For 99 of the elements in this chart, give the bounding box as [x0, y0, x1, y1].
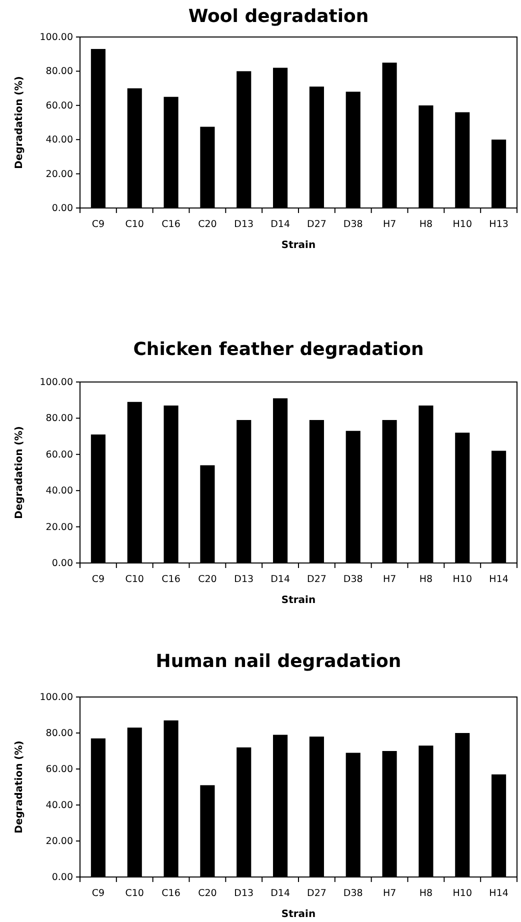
- x-tick-label: H14: [489, 574, 508, 585]
- x-tick-label: C20: [198, 888, 217, 899]
- x-tick-label: D13: [234, 219, 254, 230]
- bar: [273, 68, 288, 208]
- x-tick-label: H8: [419, 888, 433, 899]
- x-tick-label: C20: [198, 574, 217, 585]
- x-axis-title: Strain: [281, 595, 316, 606]
- bar: [455, 432, 470, 563]
- x-tick-label: H10: [452, 574, 472, 585]
- y-tick-label: 40.00: [46, 134, 73, 146]
- y-tick-label: 80.00: [46, 728, 73, 740]
- chart-title: Human nail degradation: [156, 651, 402, 672]
- bar: [418, 105, 434, 208]
- x-tick-label: H7: [382, 219, 396, 230]
- x-tick-label: H10: [452, 219, 472, 230]
- y-axis-title: Degradation (%): [14, 740, 25, 834]
- x-tick-label: D14: [270, 888, 290, 899]
- x-tick-label: C16: [162, 219, 180, 230]
- x-tick-label: D38: [343, 574, 363, 585]
- bar: [273, 398, 288, 563]
- x-tick-label: D13: [234, 888, 254, 899]
- y-tick-label: 0.00: [52, 558, 73, 570]
- x-tick-label: C10: [125, 574, 144, 585]
- y-tick-label: 60.00: [46, 449, 73, 460]
- bar: [200, 465, 215, 563]
- x-tick-label: H7: [382, 574, 396, 585]
- x-tick-label: D27: [307, 219, 326, 230]
- chart-title: Wool degradation: [188, 6, 369, 27]
- bar: [273, 734, 288, 877]
- bar: [309, 86, 324, 208]
- bar: [164, 720, 178, 877]
- bar: [127, 402, 142, 563]
- bar: [164, 96, 178, 208]
- x-tick-label: H8: [419, 219, 433, 230]
- bar: [455, 112, 470, 208]
- y-tick-label: 20.00: [46, 522, 73, 533]
- y-tick-label: 40.00: [46, 800, 73, 812]
- bar: [127, 728, 142, 877]
- x-tick-label: C16: [162, 574, 180, 585]
- bar: [492, 450, 506, 563]
- x-tick-label: H13: [489, 219, 508, 230]
- chart-title: Chicken feather degradation: [133, 339, 424, 360]
- y-tick-label: 0.00: [52, 872, 73, 884]
- x-axis-title: Strain: [281, 240, 316, 251]
- bar: [382, 751, 397, 877]
- bar: [127, 88, 142, 208]
- bar: [90, 434, 106, 563]
- bar: [346, 752, 360, 877]
- y-axis-title: Degradation (%): [14, 76, 25, 169]
- y-tick-label: 40.00: [46, 486, 73, 497]
- x-tick-label: C9: [92, 888, 105, 899]
- x-tick-label: D14: [270, 219, 290, 230]
- bar: [309, 420, 324, 563]
- y-tick-label: 20.00: [46, 168, 73, 180]
- bar: [164, 406, 178, 563]
- bar: [492, 774, 506, 877]
- x-tick-label: D13: [234, 574, 254, 585]
- x-tick-label: H8: [419, 574, 433, 585]
- x-tick-label: C16: [162, 888, 180, 899]
- y-axis-title: Degradation (%): [14, 426, 25, 519]
- x-tick-label: C9: [92, 219, 105, 230]
- y-tick-label: 100.00: [40, 377, 73, 388]
- bar: [309, 736, 324, 877]
- bar: [418, 406, 434, 563]
- y-tick-label: 80.00: [46, 66, 73, 78]
- bar: [236, 747, 252, 877]
- bar: [346, 92, 360, 208]
- y-tick-label: 80.00: [46, 413, 73, 424]
- bar: [492, 140, 506, 208]
- x-tick-label: D27: [307, 574, 326, 585]
- x-tick-label: D38: [343, 219, 363, 230]
- y-tick-label: 60.00: [46, 764, 73, 776]
- x-tick-label: H14: [489, 888, 508, 899]
- bar: [418, 746, 434, 877]
- x-tick-label: D38: [343, 888, 363, 899]
- x-tick-label: C10: [125, 219, 144, 230]
- x-tick-label: C9: [92, 574, 105, 585]
- bar: [346, 430, 360, 563]
- bar: [382, 62, 397, 208]
- bar: [90, 738, 106, 877]
- bar: [382, 420, 397, 563]
- x-tick-label: H7: [382, 888, 396, 899]
- bar: [236, 420, 252, 563]
- x-tick-label: D27: [307, 888, 326, 899]
- bar: [236, 71, 252, 208]
- bar: [200, 126, 215, 208]
- y-tick-label: 0.00: [52, 203, 73, 214]
- x-tick-label: D14: [270, 574, 290, 585]
- x-axis-title: Strain: [281, 909, 316, 920]
- x-tick-label: H10: [452, 888, 472, 899]
- y-tick-label: 20.00: [46, 836, 73, 848]
- y-tick-label: 100.00: [40, 692, 73, 704]
- bar: [455, 733, 470, 877]
- x-tick-label: C20: [198, 219, 217, 230]
- bar: [200, 785, 215, 877]
- x-tick-label: C10: [125, 888, 144, 899]
- y-tick-label: 100.00: [40, 32, 73, 44]
- bar: [90, 48, 106, 208]
- y-tick-label: 60.00: [46, 100, 73, 112]
